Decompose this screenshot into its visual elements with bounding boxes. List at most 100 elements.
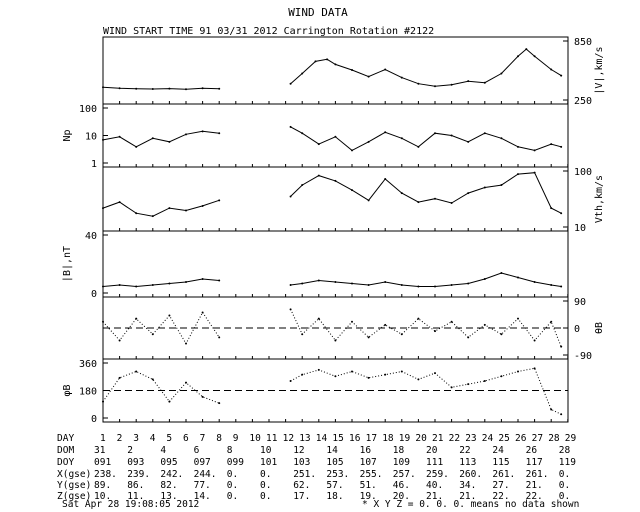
z-gse-value: 18. bbox=[326, 491, 344, 502]
data-point bbox=[351, 68, 353, 71]
series-line bbox=[290, 48, 562, 87]
z-gse-value: 10. bbox=[94, 491, 112, 502]
data-point bbox=[500, 184, 503, 187]
series-line bbox=[102, 311, 220, 345]
data-point bbox=[151, 333, 154, 336]
data-point bbox=[135, 212, 138, 215]
y-gse-value: 62. bbox=[293, 480, 311, 491]
doy-value: 103 bbox=[293, 457, 311, 468]
doy-value: 111 bbox=[426, 457, 444, 468]
data-point bbox=[185, 209, 187, 212]
data-point bbox=[168, 400, 171, 403]
data-point bbox=[560, 74, 563, 77]
day-value: 18 bbox=[382, 433, 394, 444]
data-point bbox=[417, 378, 420, 381]
doy-value: 091 bbox=[94, 457, 112, 468]
day-value: 27 bbox=[531, 433, 544, 444]
data-point bbox=[135, 317, 138, 320]
data-point bbox=[301, 282, 304, 285]
data-point bbox=[317, 368, 320, 371]
data-point bbox=[351, 189, 353, 192]
dom-value: 22 bbox=[459, 445, 471, 456]
panel-np: 100 10 1 Np bbox=[62, 103, 569, 170]
day-value: 2 bbox=[116, 433, 123, 444]
row-label: Y(gse) bbox=[57, 480, 92, 491]
z-gse-value: 17. bbox=[293, 491, 311, 502]
x-gse-value: 253. bbox=[326, 469, 350, 480]
data-point bbox=[301, 72, 304, 75]
data-point bbox=[467, 383, 470, 386]
data-point bbox=[533, 367, 536, 370]
data-point bbox=[218, 279, 221, 282]
data-point bbox=[151, 137, 154, 140]
data-point bbox=[434, 85, 436, 88]
data-point bbox=[560, 285, 563, 288]
data-point bbox=[467, 336, 470, 339]
data-point bbox=[118, 284, 121, 286]
day-value: 28 bbox=[548, 433, 560, 444]
data-point bbox=[289, 195, 292, 198]
data-point bbox=[550, 207, 553, 210]
data-point bbox=[317, 143, 320, 146]
data-point bbox=[517, 276, 519, 279]
data-point bbox=[218, 336, 221, 339]
data-point bbox=[500, 375, 503, 378]
y-gse-value: 0. bbox=[558, 480, 571, 491]
row-label: DOY bbox=[57, 457, 75, 468]
y-gse-value: 82. bbox=[160, 480, 178, 491]
data-point bbox=[351, 149, 353, 152]
y-tick-label: 100 bbox=[79, 104, 97, 115]
data-point bbox=[135, 370, 138, 373]
data-point bbox=[151, 88, 154, 91]
dom-value: 12 bbox=[293, 445, 305, 456]
data-point bbox=[118, 201, 121, 204]
panel-vth: 100 10 Vth,km/s bbox=[102, 166, 605, 234]
data-point bbox=[317, 279, 320, 282]
day-value: 16 bbox=[349, 433, 361, 444]
data-point bbox=[102, 138, 104, 141]
data-point bbox=[517, 145, 519, 148]
data-point bbox=[301, 184, 304, 187]
data-point bbox=[317, 174, 320, 177]
x-gse-value: 261. bbox=[525, 469, 549, 480]
data-point bbox=[517, 173, 519, 176]
panel-frame bbox=[102, 230, 569, 298]
data-point bbox=[560, 345, 563, 348]
day-value: 14 bbox=[315, 433, 328, 444]
y-axis-label: Np bbox=[62, 129, 73, 141]
data-point bbox=[367, 376, 370, 379]
data-point bbox=[185, 133, 187, 136]
data-point bbox=[434, 197, 436, 200]
data-point bbox=[201, 278, 204, 280]
dom-value: 16 bbox=[359, 445, 372, 456]
data-point bbox=[450, 83, 453, 86]
data-point bbox=[467, 282, 470, 285]
data-point bbox=[118, 376, 121, 379]
day-value: 12 bbox=[282, 433, 295, 444]
doy-value: 115 bbox=[492, 457, 510, 468]
doy-value: 117 bbox=[525, 457, 543, 468]
dom-value: 26 bbox=[525, 445, 538, 456]
x-gse-value: 255. bbox=[359, 469, 383, 480]
data-point bbox=[185, 281, 187, 283]
y-tick-label: 250 bbox=[574, 96, 592, 107]
data-point bbox=[334, 135, 337, 138]
data-point bbox=[351, 282, 353, 285]
x-gse-value: 257. bbox=[392, 469, 416, 480]
x-gse-value: 0. bbox=[558, 469, 571, 480]
data-point bbox=[301, 373, 304, 376]
series-line bbox=[290, 367, 562, 415]
data-point bbox=[135, 87, 138, 90]
day-value: 29 bbox=[564, 433, 577, 444]
z-gse-value: 21. bbox=[426, 491, 444, 502]
data-point bbox=[151, 284, 154, 286]
data-point bbox=[533, 171, 536, 174]
data-point bbox=[550, 68, 553, 71]
data-point bbox=[289, 284, 292, 286]
x-gse-value: 260. bbox=[459, 469, 483, 480]
y-tick-label: 0 bbox=[91, 414, 97, 425]
x-gse-value: 242. bbox=[160, 469, 184, 480]
data-point bbox=[500, 272, 503, 274]
series-line bbox=[102, 199, 220, 217]
